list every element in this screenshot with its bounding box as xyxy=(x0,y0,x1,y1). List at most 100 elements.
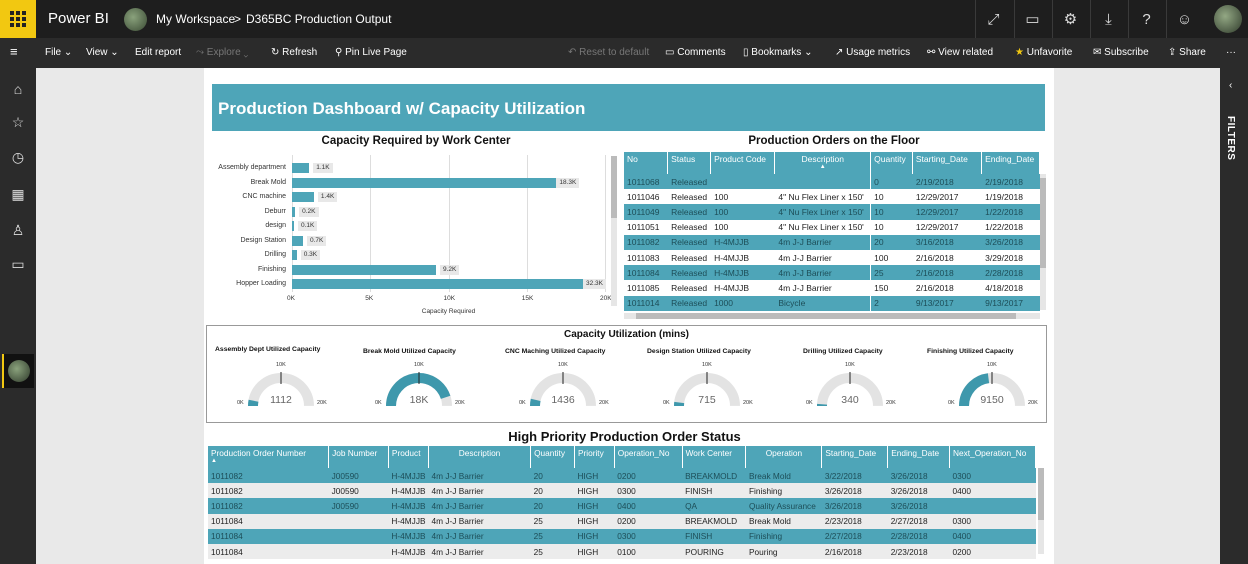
shared-icon[interactable]: ♙ xyxy=(11,222,25,238)
table-row[interactable]: 1011084 H-4MJJB 4m J-J Barrier 25 HIGH 0200 BR… xyxy=(208,513,1036,529)
refresh-icon: ↻ xyxy=(271,47,280,58)
gauge-arc[interactable] xyxy=(810,368,890,412)
edit-report-button[interactable]: Edit report xyxy=(135,47,182,58)
feedback-smiley-button[interactable]: ☺ xyxy=(1166,0,1202,38)
download-button[interactable]: ⤓ xyxy=(1090,0,1126,38)
filters-pane[interactable]: ‹ FILTERS xyxy=(1220,68,1248,564)
view-related-button[interactable]: ⚯ View related xyxy=(927,47,994,58)
app-title[interactable]: Power BI xyxy=(48,10,109,27)
unfavorite-button[interactable]: ★ Unfavorite xyxy=(1015,47,1073,58)
orders-v-scrollbar[interactable] xyxy=(1040,174,1046,310)
capacity-bar[interactable] xyxy=(292,279,605,289)
orders-column-header[interactable]: Description ▲ xyxy=(774,152,872,174)
table-row[interactable]: 1011082 J00590 H-4MJJB 4m J-J Barrier 20 HIGH… xyxy=(208,468,1036,484)
table-row[interactable]: 1011014 Released 1000 Bicycle 2 9/13/2017 9/13… xyxy=(624,295,1040,311)
priority-v-scrollbar[interactable] xyxy=(1038,468,1044,554)
chart-scrollbar[interactable] xyxy=(611,156,617,306)
priority-column-header[interactable]: Product xyxy=(388,446,430,468)
table-cell: 0200 xyxy=(614,468,683,484)
reset-to-default-button[interactable]: ↶ Reset to default xyxy=(568,47,650,58)
priority-column-header[interactable]: Starting_Date xyxy=(821,446,889,468)
home-icon[interactable]: ⌂ xyxy=(13,81,23,97)
chevron-left-icon[interactable]: ‹ xyxy=(1229,80,1233,91)
explore-button[interactable]: ⤳ Explore ⌄ xyxy=(196,47,249,58)
table-cell: 1011049 xyxy=(624,204,668,220)
table-cell: 1011084 xyxy=(624,265,668,281)
gauge-arc[interactable] xyxy=(667,368,747,412)
orders-column-header[interactable]: Starting_Date xyxy=(912,152,983,174)
user-avatar[interactable] xyxy=(1214,5,1242,33)
priority-column-header[interactable]: Description xyxy=(428,446,532,468)
file-menu[interactable]: File ⌄ xyxy=(45,47,73,58)
settings-button[interactable]: ⚙ xyxy=(1052,0,1088,38)
gauge-arc[interactable] xyxy=(241,368,321,412)
table-cell: Pouring xyxy=(745,543,822,560)
capacity-bar[interactable] xyxy=(292,264,436,275)
gauge-arc[interactable] xyxy=(952,368,1032,412)
orders-column-header[interactable]: Quantity xyxy=(870,152,913,174)
bookmarks-button[interactable]: ▯ Bookmarks ⌄ xyxy=(743,47,813,58)
table-row[interactable]: 1011068 Released 0 2/19/2018 2/19/2018 xyxy=(624,174,1040,190)
gauge-arc[interactable] xyxy=(523,368,603,412)
priority-column-header[interactable]: Priority xyxy=(574,446,615,468)
table-cell xyxy=(949,498,1036,514)
app-launcher-button[interactable] xyxy=(0,0,36,38)
table-row[interactable]: 1011051 Released 100 4" Nu Flex Liner x 150… xyxy=(624,220,1040,235)
capacity-bar-chart[interactable]: 0K 5K 10K 15K 20K Assembly department 1.1K Brea… xyxy=(204,68,624,324)
apps-icon[interactable]: ▦ xyxy=(11,186,25,202)
priority-column-header[interactable]: Job Number xyxy=(328,446,389,468)
breadcrumb-workspace[interactable]: My Workspace xyxy=(156,12,236,26)
subscribe-button[interactable]: ✉ Subscribe xyxy=(1093,47,1149,58)
table-row[interactable]: 1011084 H-4MJJB 4m J-J Barrier 25 HIGH 0100 PO… xyxy=(208,543,1036,560)
orders-column-header[interactable]: No xyxy=(624,152,669,174)
table-cell: H-4MJJB xyxy=(714,252,750,263)
workspaces-icon[interactable]: ▭ xyxy=(11,256,25,272)
priority-column-header[interactable]: Operation_No xyxy=(614,446,683,468)
star-icon[interactable]: ☆ xyxy=(11,114,25,130)
table-row[interactable]: 1011082 Released H-4MJJB 4m J-J Barrier 20 3/… xyxy=(624,234,1040,250)
expand-button[interactable]: ⤢ xyxy=(975,0,1011,38)
share-button[interactable]: ⇪ Share xyxy=(1168,47,1206,58)
refresh-button[interactable]: ↻ Refresh xyxy=(271,47,318,58)
priority-column-header[interactable]: Work Center xyxy=(682,446,747,468)
my-workspace-thumbnail[interactable] xyxy=(2,354,34,388)
priority-column-header[interactable]: Operation xyxy=(745,446,823,468)
table-row[interactable]: 1011082 J00590 H-4MJJB 4m J-J Barrier 20 HIGH… xyxy=(208,483,1036,499)
orders-column-header[interactable]: Ending_Date xyxy=(981,152,1040,174)
table-row[interactable]: 1011046 Released 100 4" Nu Flex Liner x 150… xyxy=(624,189,1040,204)
table-row[interactable]: 1011082 J00590 H-4MJJB 4m J-J Barrier 20 HIGH… xyxy=(208,498,1036,514)
capacity-bar[interactable] xyxy=(292,163,310,173)
priority-column-header[interactable]: Quantity xyxy=(530,446,575,468)
capacity-bar[interactable] xyxy=(292,177,579,188)
priority-column-header[interactable]: Next_Operation_No xyxy=(949,446,1036,468)
table-cell: H-4MJJB xyxy=(710,265,775,281)
table-row[interactable]: 1011084 Released H-4MJJB 4m J-J Barrier 25 2/… xyxy=(624,265,1040,281)
gauge-arc[interactable] xyxy=(379,368,459,412)
capacity-bar[interactable] xyxy=(292,221,294,231)
orders-column-header[interactable]: Status xyxy=(667,152,712,174)
pin-live-page-button[interactable]: ⚲ Pin Live Page xyxy=(335,47,407,58)
help-button[interactable]: ? xyxy=(1128,0,1164,38)
capacity-bar[interactable] xyxy=(292,206,296,217)
hamburger-icon[interactable]: ≡ xyxy=(10,44,18,59)
capacity-bar[interactable] xyxy=(292,192,314,202)
orders-column-header[interactable]: Product Code xyxy=(710,152,776,174)
table-row[interactable]: 1011049 Released 100 4" Nu Flex Liner x 150… xyxy=(624,204,1040,220)
table-row[interactable]: 1011083 Released H-4MJJB 4m J-J Barrier 100 2… xyxy=(624,250,1040,265)
bar-data-label: 0.7K xyxy=(306,235,327,246)
more-options-button[interactable]: ··· xyxy=(1226,47,1236,58)
feedback-button[interactable]: ▭ xyxy=(1014,0,1050,38)
view-menu[interactable]: View ⌄ xyxy=(86,47,119,58)
priority-column-header[interactable]: Ending_Date xyxy=(887,446,951,468)
priority-column-header[interactable]: Production Order Number ▲ xyxy=(208,446,330,468)
recent-icon[interactable]: ◷ xyxy=(11,149,25,165)
table-row[interactable]: 1011084 H-4MJJB 4m J-J Barrier 25 HIGH 0300 FI… xyxy=(208,528,1036,544)
usage-metrics-button[interactable]: ↗ Usage metrics xyxy=(835,47,911,58)
capacity-bar[interactable] xyxy=(292,250,297,260)
capacity-bar[interactable] xyxy=(292,235,303,246)
table-row[interactable]: 1011085 Released H-4MJJB 4m J-J Barrier 150 2… xyxy=(624,280,1040,295)
gauge-max-label: 20K xyxy=(743,400,753,406)
orders-h-scrollbar[interactable] xyxy=(624,313,1040,319)
comments-button[interactable]: ▭ Comments xyxy=(665,47,726,58)
workspace-avatar xyxy=(124,8,147,31)
